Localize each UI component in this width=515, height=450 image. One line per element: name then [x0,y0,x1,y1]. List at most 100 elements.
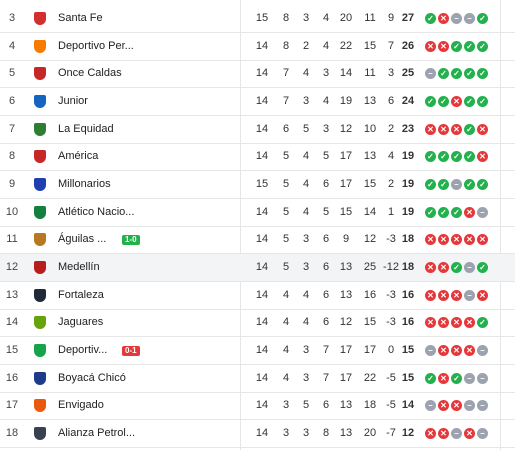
stat: 14 [255,95,269,107]
rank: 14 [5,316,19,329]
table-row: 10 Atlético Nacio... 14 5 4 5 15 14 1 19 ✓ ✓ ✓ ✕ – [0,199,515,227]
stat: 14 [339,67,353,80]
stat: -12 [383,261,399,274]
form-icon: ✕ [425,262,436,274]
stat: 25 [363,261,377,274]
stat: 5 [282,205,290,218]
form-icon: ✓ [477,13,488,24]
form-icon: ✕ [451,400,462,412]
stat: 17 [339,371,353,384]
rank: 3 [8,12,16,24]
team-name: Deportivo Per... [58,39,134,52]
points: 24 [401,95,415,107]
team-name: Águilas ... [58,233,107,246]
stat: 20 [363,427,377,440]
stat: -3 [386,233,396,246]
team-name: Boyacá Chicó [58,371,126,384]
rank: 6 [8,95,16,107]
points: 16 [401,316,415,329]
rank: 8 [8,150,16,163]
team-name: América [58,150,99,163]
form-icon: ✕ [438,372,449,384]
stat: 3 [302,344,310,357]
stat: 9 [387,12,395,24]
stat: -5 [386,399,396,412]
form-icon: ✕ [451,234,462,246]
stat: 13 [339,399,353,412]
stat: 4 [322,95,330,107]
form-icon: ✓ [438,179,449,191]
form-icon: ✓ [451,151,462,163]
table-row: 16 Boyacá Chicó 14 4 3 7 17 22 -5 15 ✓ ✕ ✓ – – [0,365,515,393]
form-icon: ✕ [425,317,436,329]
form-icon: ✓ [425,13,436,24]
form-icon: ✓ [451,40,462,52]
live-score: 0-1 [122,346,140,357]
form-icon: ✕ [451,345,462,357]
form-icon: ✕ [438,123,449,135]
rank: 9 [8,178,16,191]
form-icon: ✓ [464,68,475,80]
team-logo [34,316,46,330]
stat: 12 [339,122,353,135]
stat: 22 [339,39,353,52]
form-icon: ✕ [451,123,462,135]
form-icon: – [425,68,436,80]
form-icon: ✓ [438,206,449,218]
form-icon: ✓ [438,96,449,107]
form-icon: ✕ [425,234,436,246]
stat: 14 [255,122,269,135]
form-icon: ✓ [464,151,475,163]
stat: 13 [363,95,377,107]
stat: 17 [339,150,353,163]
team-logo [34,67,46,81]
stat: 19 [339,95,353,107]
rank: 5 [8,67,16,80]
stat: 5 [302,399,310,412]
team-name: Medellín [58,261,100,274]
team-name: Fortaleza [58,288,104,301]
table-row: 13 Fortaleza 14 4 4 6 13 16 -3 16 ✕ ✕ ✕ – ✕ [0,282,515,310]
stat: 4 [302,150,310,163]
form-icon: – [477,206,488,218]
stat: 4 [282,344,290,357]
form-icon: ✕ [438,40,449,52]
team-logo [34,12,46,25]
form-icon: ✓ [477,96,488,107]
stat: 4 [302,67,310,80]
stat: 4 [302,205,310,218]
stat: 3 [302,12,310,24]
form-icon: ✓ [451,262,462,274]
team-logo [34,288,46,302]
points: 23 [401,122,415,135]
form-icon: – [464,372,475,384]
stat: 14 [255,427,269,440]
stat: 4 [282,316,290,329]
form-icon: ✕ [477,289,488,301]
stat: 8 [282,12,290,24]
form-icon: ✓ [464,179,475,191]
stat: 13 [363,150,377,163]
form-icon: ✓ [477,179,488,191]
team-logo [34,427,46,441]
table-row: 12 Medellín 14 5 3 6 13 25 -12 18 ✕ ✕ ✓ – ✓ [0,254,515,283]
table-row: 5 Once Caldas 14 7 4 3 14 11 3 25– ✓ ✓ ✓ ✓ [0,60,515,89]
stat: 1 [387,205,395,218]
stat: 14 [255,288,269,301]
stat: 11 [364,12,376,24]
stat: 20 [339,12,353,24]
table-row: 17 Envigado 14 3 5 6 13 18 -5 14– ✕ ✕ – – [0,392,515,421]
stat: 5 [322,150,330,163]
form-icon: ✕ [438,428,449,440]
form-icon: ✓ [425,372,436,384]
stat: 22 [363,371,377,384]
stat: 4 [282,371,290,384]
points: 18 [401,233,415,246]
stat: 2 [302,39,310,52]
form-icon: ✓ [438,151,449,163]
stat: -5 [386,371,396,384]
team-logo [34,95,46,108]
stat: 3 [302,261,310,274]
stat: 17 [339,344,353,357]
